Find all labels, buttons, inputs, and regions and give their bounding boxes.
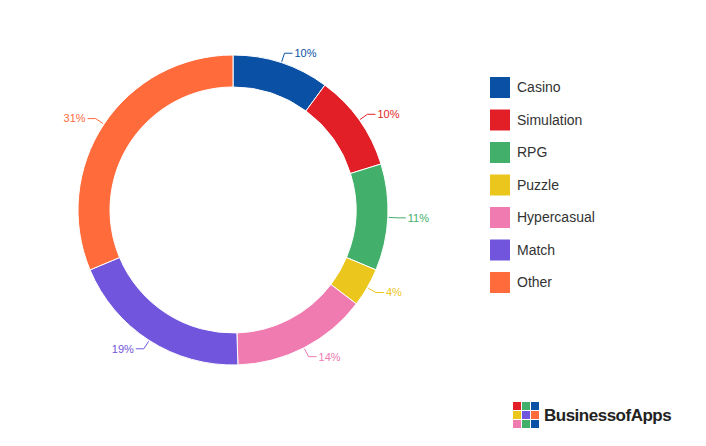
- legend-label: Puzzle: [517, 177, 559, 193]
- slice: [346, 164, 388, 270]
- chart: 10% 10% 11% 4% 14% 19% 31% Casino Simulation RPG P…: [0, 0, 706, 446]
- leader-line: [136, 341, 149, 349]
- leader-line: [304, 349, 316, 357]
- source: BusinessofApps: [544, 406, 671, 425]
- leader-line: [368, 288, 384, 293]
- logo-icon: [513, 411, 521, 419]
- slice: [90, 258, 238, 365]
- data-label: 10%: [294, 47, 316, 59]
- logo: BusinessofApps: [513, 402, 671, 428]
- legend-label: Hypercasual: [517, 209, 595, 225]
- leader-line: [282, 53, 293, 62]
- data-label: 10%: [377, 108, 399, 120]
- legend: Casino Simulation RPG Puzzle Hypercasual Matc…: [490, 77, 595, 293]
- logo-icon: [531, 420, 539, 428]
- legend-swatch: [490, 207, 510, 228]
- slice: [233, 55, 325, 111]
- data-label: 11%: [408, 212, 429, 224]
- legend-swatch: [490, 110, 510, 131]
- data-label: 14%: [319, 351, 341, 363]
- logo-icon: [513, 420, 521, 428]
- logo-icon: [531, 411, 539, 419]
- legend-swatch: [490, 240, 510, 261]
- data-label: 31%: [64, 112, 86, 124]
- slice: [306, 85, 381, 173]
- leader-line: [88, 119, 103, 124]
- data-label: 4%: [386, 286, 402, 298]
- legend-label: Casino: [517, 79, 561, 95]
- legend-swatch: [490, 77, 510, 98]
- logo-icon: [522, 402, 530, 410]
- plot: 10% 10% 11% 4% 14% 19% 31%: [64, 47, 430, 365]
- logo-icon: [513, 402, 521, 410]
- legend-swatch: [490, 272, 510, 293]
- logo-icon: [522, 411, 530, 419]
- logo-icon: [522, 420, 530, 428]
- slice: [78, 55, 233, 270]
- legend-label: Other: [517, 274, 552, 290]
- legend-swatch: [490, 142, 510, 163]
- slice: [237, 284, 356, 364]
- legend-label: Match: [517, 242, 555, 258]
- legend-label: Simulation: [517, 112, 582, 128]
- logo-icon: [531, 402, 539, 410]
- data-label: 19%: [112, 343, 134, 355]
- legend-label: RPG: [517, 144, 547, 160]
- leader-line: [360, 114, 375, 119]
- legend-swatch: [490, 175, 510, 196]
- leader-line: [389, 217, 406, 218]
